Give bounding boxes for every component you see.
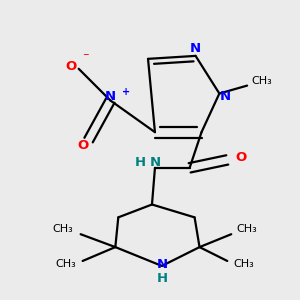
Text: O: O: [236, 152, 247, 164]
Text: H: H: [156, 272, 167, 285]
Text: CH₃: CH₃: [234, 259, 254, 269]
Text: N: N: [156, 258, 167, 272]
Text: CH₃: CH₃: [52, 224, 73, 234]
Text: CH₃: CH₃: [252, 76, 272, 85]
Text: CH₃: CH₃: [237, 224, 257, 234]
Text: N: N: [190, 42, 201, 56]
Text: CH₃: CH₃: [56, 259, 76, 269]
Text: N: N: [220, 90, 231, 103]
Text: ⁻: ⁻: [82, 51, 89, 64]
Text: N: N: [149, 156, 161, 170]
Text: H: H: [134, 156, 146, 170]
Text: +: +: [122, 86, 130, 97]
Text: N: N: [105, 90, 116, 103]
Text: O: O: [77, 139, 88, 152]
Text: O: O: [65, 60, 76, 73]
